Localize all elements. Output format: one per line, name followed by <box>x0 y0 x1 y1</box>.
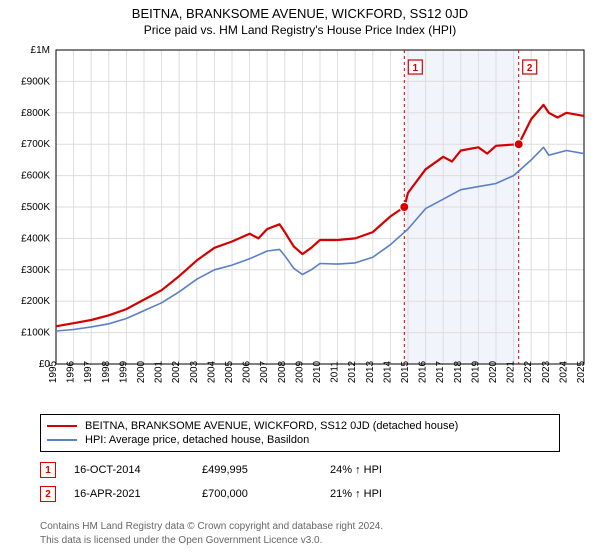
svg-text:£100K: £100K <box>21 328 50 339</box>
legend-swatch <box>47 425 77 427</box>
svg-text:1: 1 <box>413 63 419 74</box>
svg-text:£500K: £500K <box>21 202 50 213</box>
legend-swatch <box>47 439 77 441</box>
footer-line: This data is licensed under the Open Gov… <box>40 534 570 548</box>
legend-row: BEITNA, BRANKSOME AVENUE, WICKFORD, SS12… <box>47 419 553 433</box>
svg-text:£200K: £200K <box>21 296 50 307</box>
svg-text:2: 2 <box>527 63 533 74</box>
line-chart: £0£100K£200K£300K£400K£500K£600K£700K£80… <box>8 44 592 404</box>
chart-area: £0£100K£200K£300K£400K£500K£600K£700K£80… <box>8 44 592 404</box>
event-row: 1 16-OCT-2014 £499,995 24% ↑ HPI <box>40 458 560 482</box>
svg-text:£800K: £800K <box>21 108 50 119</box>
event-badge: 1 <box>40 462 56 478</box>
svg-text:£600K: £600K <box>21 171 50 182</box>
legend-label: HPI: Average price, detached house, Basi… <box>85 434 309 446</box>
svg-text:£400K: £400K <box>21 233 50 244</box>
event-price: £700,000 <box>202 488 312 500</box>
chart-subtitle: Price paid vs. HM Land Registry's House … <box>0 21 600 37</box>
event-date: 16-APR-2021 <box>74 488 184 500</box>
svg-text:£700K: £700K <box>21 139 50 150</box>
legend: BEITNA, BRANKSOME AVENUE, WICKFORD, SS12… <box>40 414 560 452</box>
event-badge: 2 <box>40 486 56 502</box>
event-row: 2 16-APR-2021 £700,000 21% ↑ HPI <box>40 482 560 506</box>
svg-text:£300K: £300K <box>21 265 50 276</box>
event-delta: 21% ↑ HPI <box>330 488 440 500</box>
chart-title: BEITNA, BRANKSOME AVENUE, WICKFORD, SS12… <box>0 0 600 21</box>
event-table: 1 16-OCT-2014 £499,995 24% ↑ HPI 2 16-APR-202… <box>40 458 560 506</box>
event-delta: 24% ↑ HPI <box>330 464 440 476</box>
legend-row: HPI: Average price, detached house, Basi… <box>47 433 553 447</box>
legend-label: BEITNA, BRANKSOME AVENUE, WICKFORD, SS12… <box>85 420 458 432</box>
svg-text:£1M: £1M <box>31 45 50 56</box>
event-date: 16-OCT-2014 <box>74 464 184 476</box>
svg-text:£900K: £900K <box>21 76 50 87</box>
event-price: £499,995 <box>202 464 312 476</box>
footer-attribution: Contains HM Land Registry data © Crown c… <box>40 520 570 547</box>
footer-line: Contains HM Land Registry data © Crown c… <box>40 520 570 534</box>
